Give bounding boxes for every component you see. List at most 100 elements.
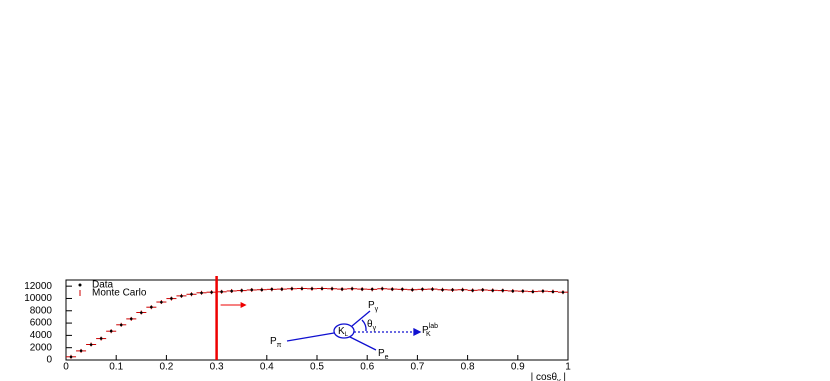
data-point xyxy=(380,287,384,290)
diagram-label-base: P xyxy=(422,325,429,336)
x-axis-label-base: | cosθ xyxy=(531,372,558,381)
x-tick-label: 0.1 xyxy=(109,362,123,373)
data-point xyxy=(561,291,565,294)
data-point xyxy=(340,287,344,291)
data-point xyxy=(170,297,173,300)
data-point xyxy=(531,290,535,293)
data-point xyxy=(511,289,515,293)
x-tick-label: 0.3 xyxy=(210,362,224,373)
data-point xyxy=(89,343,93,346)
data-point xyxy=(290,287,294,290)
legend-label: Data xyxy=(92,280,114,291)
data-point xyxy=(541,289,545,293)
data-point xyxy=(69,355,73,359)
data-point xyxy=(250,288,254,292)
diagram-label-sup: lab xyxy=(429,323,438,330)
data-point xyxy=(461,288,464,292)
x-axis-label-sub: γ xyxy=(557,378,561,381)
data-point xyxy=(99,337,103,340)
y-tick-label: 12000 xyxy=(24,281,52,292)
x-tick-label: 0.4 xyxy=(260,362,274,373)
center-base: K xyxy=(338,326,345,337)
data-point xyxy=(160,300,163,304)
legend-marker xyxy=(78,283,82,287)
x-tick-label: 0.5 xyxy=(310,362,324,373)
diagram-label-sub: e xyxy=(385,354,389,361)
diagram-label: Pe xyxy=(378,348,389,361)
arrowhead xyxy=(413,327,422,337)
data-point xyxy=(431,287,434,291)
legend-label: Monte Carlo xyxy=(92,288,147,299)
data-point xyxy=(180,294,183,298)
diagram-label-base: θ xyxy=(367,319,373,330)
y-tick-label: 4000 xyxy=(30,330,53,341)
data-point xyxy=(220,290,223,293)
arrow xyxy=(286,332,335,342)
y-tick-label: 6000 xyxy=(30,318,53,329)
x-axis-label-tail: | xyxy=(561,372,566,381)
data-point xyxy=(320,287,324,290)
diagram-label-sub: γ xyxy=(375,306,379,313)
x-tick-label: 0 xyxy=(63,362,69,373)
x-tick-label: 0.2 xyxy=(159,362,173,373)
arrow xyxy=(349,336,377,351)
data-point xyxy=(280,287,284,291)
data-point xyxy=(551,290,555,293)
cut-arrowhead xyxy=(240,302,247,308)
data-point xyxy=(521,289,525,293)
data-point xyxy=(270,287,274,291)
diagram-label: Plab K xyxy=(422,323,438,338)
y-tick-label: 0 xyxy=(46,355,52,366)
center-sub: L xyxy=(345,332,349,338)
data-point xyxy=(350,287,354,290)
data-point xyxy=(441,288,444,292)
data-point xyxy=(260,288,264,292)
diagram-center: KL xyxy=(338,326,349,338)
x-tick-label: 0.6 xyxy=(360,362,374,373)
data-point xyxy=(190,292,193,296)
data-point xyxy=(200,291,203,295)
diagram-label-base: P xyxy=(378,348,385,359)
data-point xyxy=(491,289,495,292)
diagram-label: Pγ xyxy=(368,300,379,313)
data-point xyxy=(391,287,394,291)
data-point xyxy=(79,349,83,353)
diagram-label-base: P xyxy=(270,336,277,347)
data-point xyxy=(300,287,304,290)
data-point xyxy=(140,311,143,314)
data-point xyxy=(109,329,113,333)
data-point xyxy=(401,287,404,291)
x-tick-label: 0.8 xyxy=(461,362,475,373)
diagram-label-base: P xyxy=(368,300,375,311)
y-tick-label: 8000 xyxy=(30,305,53,316)
data-point xyxy=(240,289,243,292)
data-point xyxy=(230,289,233,293)
data-point xyxy=(411,288,414,292)
kaon-circle xyxy=(333,323,355,339)
data-point xyxy=(421,287,424,291)
y-tick-label: 10000 xyxy=(24,293,52,304)
data-point xyxy=(360,287,364,291)
diagram-label-sub: γ xyxy=(373,325,377,332)
data-point xyxy=(471,289,474,292)
diagram-label: Pπ xyxy=(270,336,282,349)
data-point xyxy=(310,287,314,290)
diagram-label-sub: π xyxy=(277,342,282,349)
data-point xyxy=(119,323,123,327)
y-tick-label: 2000 xyxy=(30,342,53,353)
data-point xyxy=(150,305,153,309)
diagram-label-sub: K xyxy=(426,331,431,338)
data-point xyxy=(481,288,484,292)
diagram-label: θγ xyxy=(367,319,377,332)
arrow xyxy=(351,310,371,327)
data-point xyxy=(330,287,334,290)
decay-diagram xyxy=(286,310,422,351)
angle-arc xyxy=(361,319,367,332)
x-axis-label: | cosθγ | xyxy=(531,372,566,381)
data-point xyxy=(210,291,213,294)
data-point xyxy=(129,317,133,321)
data-point xyxy=(370,287,374,291)
data-point xyxy=(451,288,454,292)
data-point xyxy=(501,289,505,292)
